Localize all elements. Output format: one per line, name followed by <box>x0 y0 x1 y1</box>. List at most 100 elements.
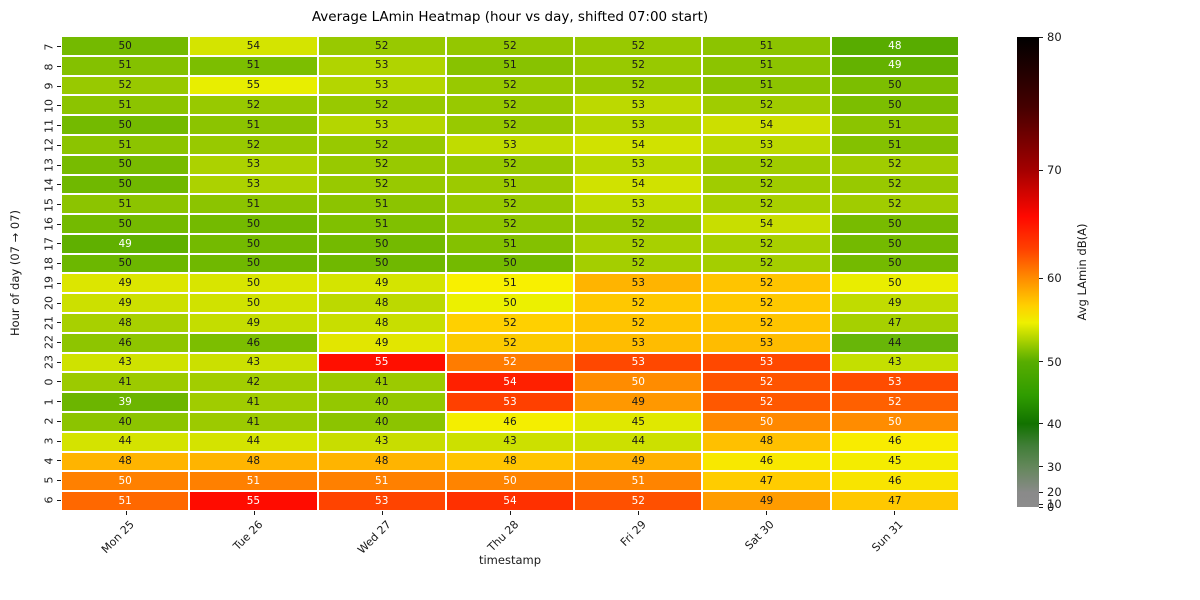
y-tick-mark <box>57 164 61 166</box>
heatmap-cell: 50 <box>831 254 958 273</box>
heatmap-cell: 48 <box>318 294 445 313</box>
heatmap-cell: 46 <box>446 413 574 431</box>
y-tick-mark <box>57 361 61 363</box>
x-tick-label: Sun 31 <box>868 518 906 555</box>
colorbar-tick-label: 50 <box>1047 354 1062 369</box>
heatmap-cell: 40 <box>62 413 189 431</box>
heatmap-cell: 43 <box>446 432 574 451</box>
heatmap-cell: 52 <box>831 155 958 174</box>
heatmap-cell: 50 <box>446 472 574 491</box>
heatmap-cell: 52 <box>703 155 830 174</box>
y-tick-mark <box>57 105 61 107</box>
y-tick-mark <box>57 223 61 225</box>
heatmap-cell: 50 <box>831 274 958 293</box>
heatmap-cell: 45 <box>575 413 702 431</box>
heatmap-cell: 51 <box>190 116 317 134</box>
heatmap-cell: 50 <box>575 373 702 392</box>
heatmap-cell: 41 <box>318 373 445 392</box>
colorbar-tick-mark <box>1039 36 1043 38</box>
heatmap-cell: 48 <box>703 432 830 451</box>
colorbar-tick-label: 20 <box>1047 485 1062 500</box>
heatmap-cell: 53 <box>446 135 574 154</box>
heatmap-cell: 39 <box>62 393 189 412</box>
heatmap-cell: 50 <box>62 254 189 273</box>
y-tick-label: 17 <box>42 236 56 251</box>
heatmap-cell: 51 <box>190 56 317 75</box>
heatmap-cell: 52 <box>446 333 574 352</box>
heatmap-cell: 52 <box>446 76 574 95</box>
heatmap-grid: 50 54 52 52 52 51 48 51 51 53 51 52 51 49 52 55 53 52 52 51… <box>62 37 958 510</box>
colorbar-tick-label: 40 <box>1047 416 1062 431</box>
y-tick-label: 4 <box>42 457 56 465</box>
heatmap-cell: 52 <box>703 175 830 194</box>
heatmap-cell: 41 <box>190 413 317 431</box>
x-tick-mark <box>637 511 639 515</box>
x-tick-mark <box>893 511 895 515</box>
heatmap-cell: 48 <box>831 37 958 55</box>
heatmap-cell: 52 <box>703 234 830 253</box>
heatmap-cell: 54 <box>703 215 830 233</box>
heatmap-cell: 54 <box>190 37 317 55</box>
heatmap-cell: 50 <box>446 254 574 273</box>
y-tick-mark <box>57 263 61 265</box>
heatmap-cell: 52 <box>318 37 445 55</box>
y-tick-mark <box>57 302 61 304</box>
heatmap-cell: 55 <box>190 492 317 510</box>
heatmap-cell: 52 <box>318 175 445 194</box>
colorbar-tick-label: 10 <box>1047 497 1062 512</box>
heatmap-cell: 49 <box>831 56 958 75</box>
heatmap-cell: 48 <box>318 314 445 332</box>
y-tick-mark <box>57 144 61 146</box>
heatmap-cell: 51 <box>703 37 830 55</box>
heatmap-cell: 52 <box>703 195 830 214</box>
heatmap-cell: 52 <box>190 135 317 154</box>
heatmap-cell: 52 <box>575 76 702 95</box>
y-tick-label: 18 <box>42 256 56 271</box>
heatmap-cell: 53 <box>575 274 702 293</box>
heatmap-cell: 52 <box>190 96 317 115</box>
heatmap-cell: 54 <box>575 175 702 194</box>
colorbar-tick-mark <box>1039 503 1043 505</box>
y-tick-mark <box>57 440 61 442</box>
heatmap-cell: 53 <box>703 135 830 154</box>
heatmap-cell: 52 <box>446 195 574 214</box>
x-tick-mark <box>253 511 255 515</box>
heatmap-cell: 52 <box>446 155 574 174</box>
heatmap-cell: 50 <box>190 294 317 313</box>
heatmap-cell: 47 <box>703 472 830 491</box>
x-axis-label: timestamp <box>478 553 542 567</box>
y-tick-label: 0 <box>42 378 56 386</box>
x-tick-mark <box>509 511 511 515</box>
heatmap-cell: 49 <box>62 234 189 253</box>
y-tick-label: 9 <box>42 82 56 90</box>
heatmap-cell: 44 <box>575 432 702 451</box>
heatmap-cell: 52 <box>831 393 958 412</box>
heatmap-cell: 50 <box>62 155 189 174</box>
heatmap-cell: 52 <box>703 314 830 332</box>
y-tick-label: 6 <box>42 496 56 504</box>
heatmap-cell: 51 <box>318 215 445 233</box>
y-tick-mark <box>57 322 61 324</box>
colorbar-tick-mark <box>1039 423 1043 425</box>
heatmap-cell: 50 <box>190 274 317 293</box>
heatmap-cell: 52 <box>575 492 702 510</box>
heatmap-cell: 52 <box>575 56 702 75</box>
heatmap-cell: 43 <box>190 353 317 372</box>
heatmap-cell: 51 <box>575 472 702 491</box>
heatmap-cell: 50 <box>62 472 189 491</box>
y-tick-mark <box>57 66 61 68</box>
colorbar-tick-label: 60 <box>1047 271 1062 286</box>
colorbar-tick-label: 30 <box>1047 459 1062 474</box>
heatmap-cell: 52 <box>62 76 189 95</box>
heatmap-cell: 49 <box>62 274 189 293</box>
y-tick-mark <box>57 125 61 127</box>
heatmap-cell: 52 <box>318 155 445 174</box>
x-tick-label: Fri 29 <box>618 518 650 549</box>
heatmap-cell: 52 <box>575 314 702 332</box>
colorbar-tick-mark <box>1039 491 1043 493</box>
colorbar-tick-mark <box>1039 277 1043 279</box>
heatmap-cell: 51 <box>703 76 830 95</box>
heatmap-cell: 44 <box>831 333 958 352</box>
y-tick-label: 11 <box>42 118 56 133</box>
y-tick-label: 7 <box>42 43 56 51</box>
